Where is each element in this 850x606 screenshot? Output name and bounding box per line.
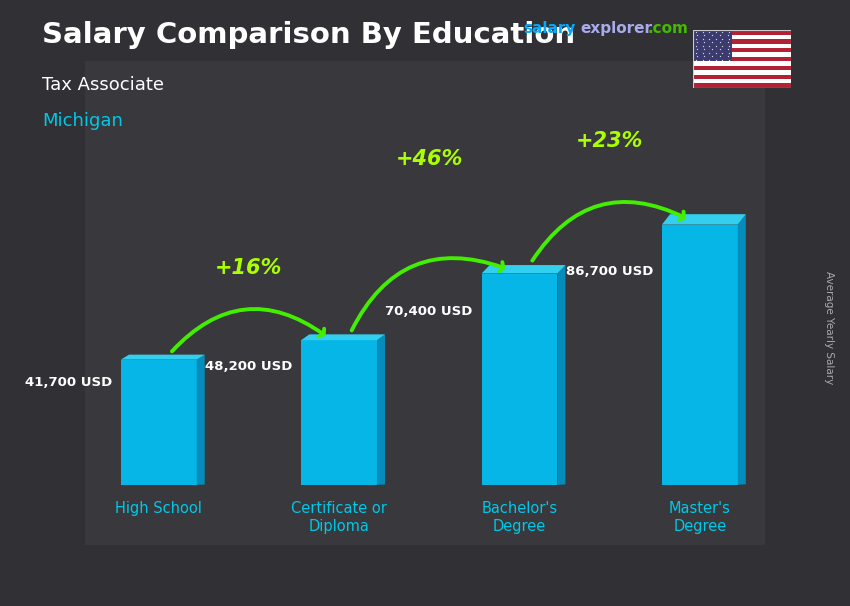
Polygon shape: [196, 355, 205, 485]
Text: salary: salary: [523, 21, 575, 36]
Polygon shape: [121, 355, 205, 359]
Bar: [693, 61, 791, 65]
Polygon shape: [558, 265, 565, 485]
Bar: [693, 75, 791, 79]
Bar: [693, 48, 791, 53]
Bar: [693, 44, 791, 48]
Bar: [121, 359, 196, 485]
Text: +23%: +23%: [576, 131, 643, 151]
Polygon shape: [738, 214, 745, 485]
Polygon shape: [482, 265, 565, 273]
Text: 48,200 USD: 48,200 USD: [205, 360, 292, 373]
Polygon shape: [301, 335, 385, 340]
Text: Tax Associate: Tax Associate: [42, 76, 165, 94]
Bar: [662, 225, 738, 485]
Text: Average Yearly Salary: Average Yearly Salary: [824, 271, 834, 384]
Polygon shape: [377, 335, 385, 485]
Bar: [693, 84, 791, 88]
Polygon shape: [662, 214, 745, 225]
Bar: [693, 30, 732, 61]
Bar: [693, 70, 791, 75]
Text: Salary Comparison By Education: Salary Comparison By Education: [42, 21, 575, 49]
Text: +46%: +46%: [395, 149, 463, 169]
Bar: [693, 57, 791, 61]
Bar: [301, 340, 377, 485]
Text: .com: .com: [648, 21, 689, 36]
Text: 70,400 USD: 70,400 USD: [385, 305, 473, 318]
Bar: [693, 65, 791, 70]
Bar: [693, 53, 791, 57]
Bar: [693, 39, 791, 44]
Text: 86,700 USD: 86,700 USD: [565, 265, 653, 278]
Text: explorer: explorer: [581, 21, 653, 36]
Bar: [693, 30, 791, 35]
Text: +16%: +16%: [215, 258, 282, 278]
Bar: [85, 61, 765, 545]
Text: Michigan: Michigan: [42, 112, 123, 130]
Bar: [693, 35, 791, 39]
Bar: [693, 79, 791, 84]
Text: 41,700 USD: 41,700 USD: [25, 376, 112, 388]
Bar: [482, 273, 558, 485]
